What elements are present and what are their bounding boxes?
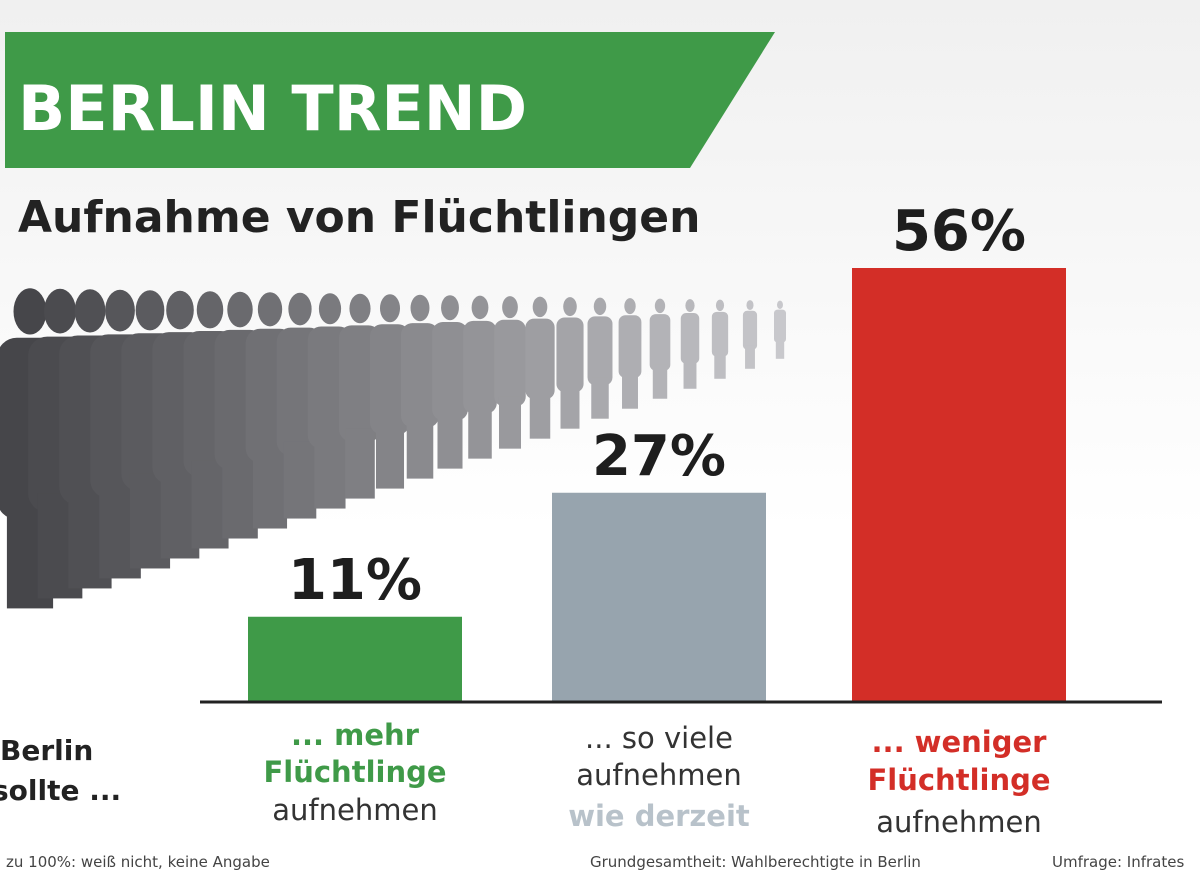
- category-label: Flüchtlinge: [867, 763, 1050, 797]
- category-label: Flüchtlinge: [263, 755, 446, 789]
- chart-title: Aufnahme von Flüchtlingen: [18, 192, 700, 243]
- figure: [494, 319, 526, 407]
- banner-text: BERLIN TREND: [18, 72, 527, 145]
- figure: [777, 300, 783, 309]
- bar: [852, 268, 1066, 702]
- figure: [774, 309, 786, 343]
- figure: [711, 311, 729, 357]
- footnote: Umfrage: Infrates: [1052, 853, 1184, 871]
- figure: [196, 291, 224, 329]
- figure: [345, 428, 375, 499]
- figure: [593, 297, 607, 316]
- figure: [227, 291, 253, 328]
- figure: [166, 290, 194, 330]
- figure: [745, 345, 755, 369]
- row-label: sollte ...: [0, 774, 121, 807]
- bar: [552, 492, 766, 702]
- figure: [257, 292, 283, 327]
- value-label: 11%: [288, 548, 422, 613]
- category-label: aufnehmen: [272, 793, 437, 827]
- category-label: ... weniger: [872, 725, 1048, 759]
- figure: [401, 323, 439, 428]
- figure: [746, 300, 754, 311]
- figure: [410, 294, 430, 322]
- figure: [502, 296, 518, 319]
- footnote: zu 100%: weiß nicht, keine Angabe: [6, 853, 270, 871]
- category-label: wie derzeit: [568, 799, 750, 833]
- figure: [314, 435, 346, 509]
- figure: [13, 288, 47, 335]
- figure: [525, 318, 555, 400]
- figure: [680, 312, 700, 364]
- figure: [406, 416, 434, 479]
- figure: [463, 320, 497, 414]
- figure: [222, 454, 258, 539]
- category-label: ... mehr: [291, 718, 420, 752]
- figure: [437, 409, 463, 469]
- figure: [432, 322, 468, 421]
- figure: [375, 422, 405, 489]
- row-label: Berlin: [0, 734, 93, 767]
- category-label: ... so viele: [585, 721, 733, 755]
- figure: [318, 293, 342, 325]
- figure: [775, 339, 785, 359]
- footnote: Grundgesamtheit: Wahlberechtigte in Berl…: [590, 853, 921, 871]
- figure: [105, 289, 135, 332]
- figure: [369, 324, 411, 435]
- figure: [44, 288, 76, 334]
- figure: [685, 299, 695, 313]
- category-label: aufnehmen: [576, 758, 741, 792]
- figure: [714, 351, 726, 379]
- figure: [622, 371, 638, 409]
- figure: [379, 294, 401, 323]
- figure: [532, 296, 548, 318]
- figure: [649, 314, 671, 371]
- figure: [349, 293, 371, 324]
- figure: [654, 298, 666, 314]
- figure: [441, 295, 459, 321]
- figure: [529, 390, 551, 439]
- figure: [498, 396, 522, 449]
- bar: [248, 616, 462, 702]
- figure: [624, 298, 636, 315]
- figure: [135, 290, 165, 331]
- value-label: 56%: [892, 199, 1026, 264]
- figure: [715, 299, 725, 312]
- figure: [652, 364, 668, 399]
- category-label: aufnehmen: [876, 805, 1041, 839]
- figure: [563, 297, 577, 317]
- figure: [283, 441, 317, 519]
- figure: [471, 295, 489, 320]
- figure: [618, 315, 642, 378]
- crowd-illustration: [0, 288, 786, 609]
- figure: [468, 403, 492, 459]
- figure: [560, 383, 580, 429]
- figure: [742, 310, 758, 350]
- figure: [74, 289, 106, 333]
- banner: [5, 32, 775, 168]
- figure: [556, 317, 584, 393]
- figure: [252, 448, 288, 529]
- figure: [288, 292, 312, 326]
- figure: [587, 316, 613, 386]
- value-label: 27%: [592, 424, 726, 489]
- figure: [591, 377, 609, 419]
- figure: [683, 358, 697, 389]
